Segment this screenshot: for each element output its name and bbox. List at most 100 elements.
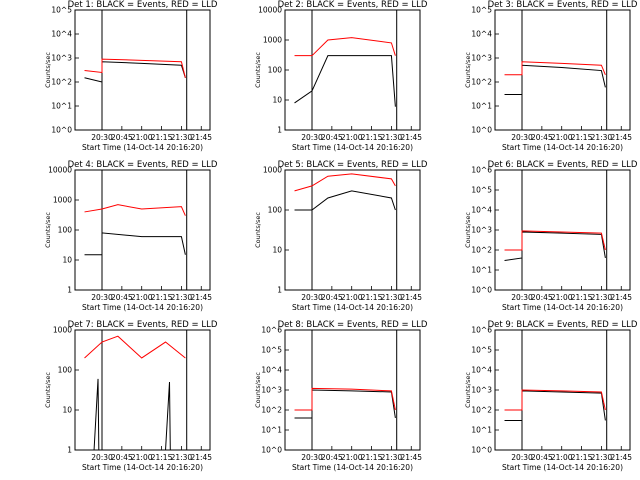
y-axis-label: Counts/sec — [464, 52, 472, 88]
y-tick-label: 10^3 — [471, 226, 492, 235]
x-tick-label: 21:00 — [131, 133, 153, 142]
y-tick-label: 1 — [277, 126, 282, 135]
x-tick-label: 20:30 — [511, 293, 533, 302]
y-tick-label: 10^3 — [51, 54, 72, 63]
x-tick-label: 21:15 — [571, 453, 593, 462]
x-tick-label: 21:30 — [171, 293, 193, 302]
y-tick-label: 10^5 — [51, 6, 72, 15]
x-tick-label: 21:00 — [551, 453, 573, 462]
x-tick-label: 21:15 — [361, 453, 383, 462]
x-axis-label: Start Time (14-Oct-14 20:16:20) — [292, 143, 413, 152]
detector-panel-9: Det 9: BLACK = Events, RED = LLD 10^0 10^1… — [464, 320, 638, 472]
detector-panel-1: Det 1: BLACK = Events, RED = LLD 10^0 10^1… — [44, 0, 218, 152]
detector-panel-4: Det 4: BLACK = Events, RED = LLD 1 10 100 10… — [44, 160, 218, 312]
x-axis-label: Start Time (14-Oct-14 20:16:20) — [292, 463, 413, 472]
x-tick-label: 21:00 — [341, 293, 363, 302]
x-tick-label: 21:15 — [361, 293, 383, 302]
y-tick-label: 100 — [58, 226, 73, 235]
x-tick-label: 21:00 — [341, 133, 363, 142]
y-tick-label: 1 — [67, 446, 72, 455]
y-tick-label: 10^0 — [261, 446, 282, 455]
y-axis-label: Counts/sec — [44, 52, 52, 88]
y-tick-label: 10000 — [48, 166, 72, 175]
series-line-1 — [84, 204, 186, 216]
series-line-0 — [504, 390, 606, 421]
x-tick-label: 21:15 — [151, 293, 173, 302]
x-axis-label: Start Time (14-Oct-14 20:16:20) — [502, 463, 623, 472]
series-line-0 — [504, 231, 606, 261]
y-tick-label: 10 — [62, 256, 72, 265]
y-tick-label: 10^0 — [471, 446, 492, 455]
x-tick-label: 21:45 — [190, 133, 212, 142]
x-tick-label: 20:30 — [91, 293, 113, 302]
x-tick-label: 21:00 — [131, 453, 153, 462]
y-tick-label: 10^3 — [471, 54, 492, 63]
y-tick-label: 10^1 — [471, 266, 492, 275]
panel-title: Det 5: BLACK = Events, RED = LLD — [278, 160, 428, 170]
y-tick-label: 10^3 — [261, 386, 282, 395]
x-tick-label: 20:30 — [301, 453, 323, 462]
y-tick-label: 100 — [268, 206, 283, 215]
x-tick-label: 20:45 — [321, 453, 343, 462]
x-axis-label: Start Time (14-Oct-14 20:16:20) — [502, 303, 623, 312]
x-tick-label: 21:00 — [341, 453, 363, 462]
x-axis-label: Start Time (14-Oct-14 20:16:20) — [82, 143, 203, 152]
x-tick-label: 20:30 — [301, 293, 323, 302]
series-line-0 — [294, 55, 396, 107]
y-tick-label: 10^6 — [471, 166, 492, 175]
detector-panel-7: Det 7: BLACK = Events, RED = LLD 1 10 100 10… — [44, 320, 218, 472]
plot-frame — [494, 169, 631, 291]
y-tick-label: 10^4 — [471, 206, 492, 215]
plot-frame — [74, 9, 211, 131]
y-axis-label: Counts/sec — [254, 372, 262, 408]
y-tick-label: 10^0 — [471, 286, 492, 295]
y-tick-label: 1 — [67, 286, 72, 295]
x-tick-label: 21:30 — [591, 293, 613, 302]
x-tick-label: 20:45 — [321, 133, 343, 142]
x-tick-label: 21:45 — [610, 133, 632, 142]
y-tick-label: 10000 — [258, 6, 282, 15]
x-tick-label: 21:45 — [610, 453, 632, 462]
y-tick-label: 10^4 — [261, 366, 282, 375]
x-tick-label: 21:30 — [381, 133, 403, 142]
series-line-1 — [504, 61, 606, 76]
series-line-1 — [504, 389, 606, 411]
panel-title: Det 2: BLACK = Events, RED = LLD — [278, 0, 428, 10]
x-tick-label: 20:45 — [531, 133, 553, 142]
x-tick-label: 20:30 — [91, 453, 113, 462]
x-tick-label: 20:45 — [111, 133, 133, 142]
panel-title: Det 8: BLACK = Events, RED = LLD — [278, 320, 428, 330]
y-tick-label: 10^4 — [471, 366, 492, 375]
x-tick-label: 20:30 — [511, 133, 533, 142]
x-tick-label: 21:15 — [151, 133, 173, 142]
x-tick-label: 20:45 — [111, 453, 133, 462]
x-tick-label: 21:30 — [171, 453, 193, 462]
y-tick-label: 10^6 — [471, 326, 492, 335]
plot-frame — [284, 9, 421, 131]
y-tick-label: 10 — [62, 406, 72, 415]
y-axis-label: Counts/sec — [44, 212, 52, 248]
detector-panel-3: Det 3: BLACK = Events, RED = LLD 10^0 10^1… — [464, 0, 638, 152]
panel-title: Det 9: BLACK = Events, RED = LLD — [488, 320, 638, 330]
x-axis-label: Start Time (14-Oct-14 20:16:20) — [82, 303, 203, 312]
series-line-1 — [84, 58, 186, 78]
y-tick-label: 10^0 — [471, 126, 492, 135]
x-tick-label: 21:45 — [400, 293, 422, 302]
series-line-0 — [294, 190, 396, 211]
plot-frame — [74, 169, 211, 291]
panel-title: Det 3: BLACK = Events, RED = LLD — [488, 0, 638, 10]
series-line-0 — [93, 378, 171, 451]
x-tick-label: 21:30 — [381, 453, 403, 462]
y-tick-label: 10^2 — [51, 78, 72, 87]
x-tick-label: 21:00 — [551, 293, 573, 302]
x-tick-label: 21:45 — [400, 453, 422, 462]
y-tick-label: 10^2 — [261, 406, 282, 415]
y-tick-label: 10^4 — [51, 30, 72, 39]
series-line-0 — [294, 389, 396, 419]
panel-title: Det 6: BLACK = Events, RED = LLD — [488, 160, 638, 170]
x-tick-label: 21:45 — [190, 453, 212, 462]
y-tick-label: 10^5 — [471, 186, 492, 195]
detector-panel-5: Det 5: BLACK = Events, RED = LLD 1 10 100 10… — [254, 160, 428, 312]
plot-frame — [494, 329, 631, 451]
x-tick-label: 20:30 — [91, 133, 113, 142]
